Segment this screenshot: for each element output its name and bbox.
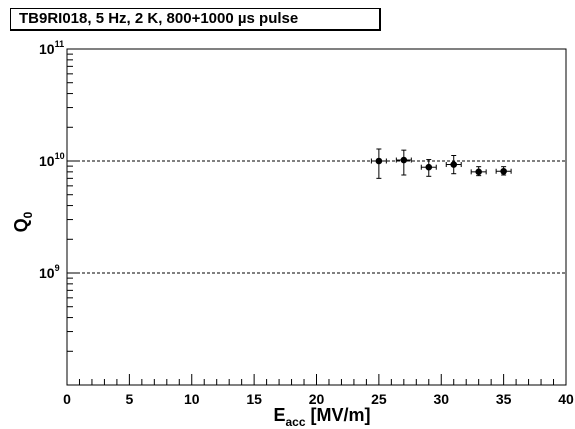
y-axis-label-sub: 0 xyxy=(21,211,35,218)
data-point xyxy=(495,166,512,176)
x-axis-label: Eacc [MV/m] xyxy=(273,405,370,429)
y-tick-label: 109 xyxy=(39,263,60,281)
y-tick-label: 1010 xyxy=(39,151,65,169)
x-axis-label-unit: [MV/m] xyxy=(306,405,371,425)
chart-title: TB9RI018, 5 Hz, 2 K, 800+1000 µs pulse xyxy=(10,8,381,31)
x-axis-label-sub: acc xyxy=(285,415,305,429)
data-point xyxy=(370,148,387,179)
data-point xyxy=(420,159,437,177)
x-tick-label: 5 xyxy=(125,391,133,407)
x-tick-label: 35 xyxy=(496,391,512,407)
data-marker xyxy=(400,156,408,164)
data-point xyxy=(470,166,487,177)
data-marker xyxy=(425,163,433,171)
x-tick-label: 10 xyxy=(184,391,200,407)
data-points xyxy=(370,148,512,179)
data-marker xyxy=(375,157,383,165)
x-tick-label: 30 xyxy=(433,391,449,407)
x-tick-label: 25 xyxy=(371,391,387,407)
axes: 0 5 10 15 20 25 30 35 40 109 1010 1011 xyxy=(39,39,574,407)
data-marker xyxy=(475,168,482,176)
grid-lines xyxy=(67,160,566,274)
y-axis-label-main: Q xyxy=(11,218,31,232)
x-tick-label: 0 xyxy=(63,391,71,407)
data-point xyxy=(395,149,412,176)
x-tick-label: 20 xyxy=(309,391,325,407)
x-tick-label: 40 xyxy=(558,391,574,407)
x-tick-label: 15 xyxy=(246,391,262,407)
y-tick-label: 1011 xyxy=(39,39,64,57)
data-marker xyxy=(450,161,458,168)
plot-frame xyxy=(66,48,567,386)
y-axis-label: Q0 xyxy=(11,211,35,232)
data-marker xyxy=(500,167,507,175)
data-point xyxy=(445,154,462,175)
x-axis-label-main: E xyxy=(273,405,285,425)
